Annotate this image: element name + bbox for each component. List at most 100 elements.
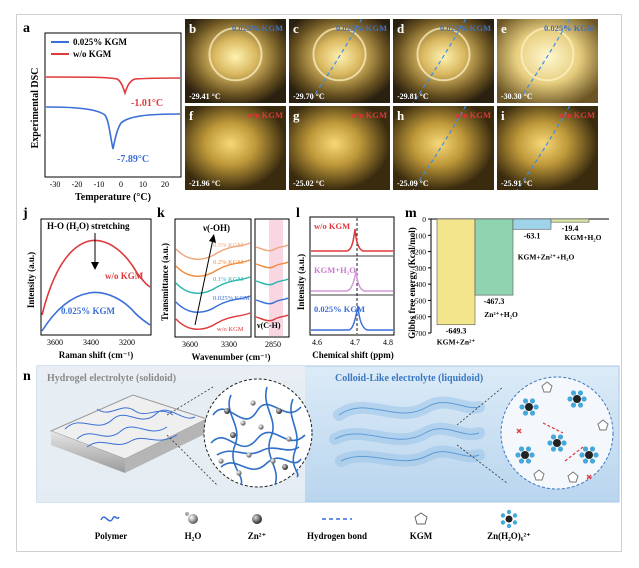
ring-highlight: [312, 27, 367, 82]
colloid-detail: [515, 381, 609, 483]
photo-label: w/o KGM: [247, 110, 283, 120]
photo-temperature: -29.41 °C: [189, 92, 221, 101]
raman-curve-red: [41, 239, 151, 316]
ftir-curve-ch: [255, 261, 289, 269]
x-tick-labels: 3600 3300 2850: [182, 340, 281, 349]
ring-highlight: [208, 27, 263, 82]
y-tick-label: -100: [412, 231, 426, 240]
svg-text:3600: 3600: [47, 338, 63, 347]
plot-frame: [40, 218, 152, 336]
svg-text:-10: -10: [94, 180, 105, 189]
zoom-guide: [456, 444, 508, 484]
photo-image: [289, 19, 390, 103]
y-axis-label: Experimental DSC: [30, 68, 41, 149]
kgm-molecule: [597, 419, 609, 431]
hydrogen-bond: [564, 446, 584, 462]
arrow-head: [209, 234, 216, 243]
water-molecule: [250, 400, 256, 406]
bar: [474, 218, 514, 296]
ftir-curve: [175, 242, 251, 260]
photo-image: [185, 106, 286, 190]
photo-panel-c: c 0.025% KGM -29.70 °C: [289, 18, 390, 104]
polymer-chain: [216, 446, 300, 456]
panel-letter: b: [189, 21, 196, 36]
photo-panel-d: d 0.025% KGM -29.81 °C: [393, 18, 494, 104]
arrow-line: [194, 238, 214, 326]
panel-title: H-O (H₂O) stretching: [47, 221, 130, 231]
legend-label: KGM: [410, 531, 433, 541]
photo-image: [497, 106, 598, 190]
ring-highlight: [520, 27, 575, 82]
svg-text:2850: 2850: [265, 340, 281, 349]
photo-image: [497, 19, 598, 103]
raman-curve-blue: [41, 291, 151, 332]
dsc-curve-red: [45, 76, 181, 96]
panel-letter: g: [293, 108, 300, 123]
cross-mark: [586, 474, 592, 480]
y-tick-label: -400: [412, 280, 426, 289]
bar-label: KGM+Zn²⁺: [437, 338, 475, 347]
y-tick-label: -200: [412, 248, 426, 257]
svg-text:-30: -30: [50, 180, 61, 189]
bar: [512, 218, 552, 230]
y-axis-label: Gibbs free energy (Kcal/mol): [407, 227, 417, 339]
zoom-guide: [166, 386, 214, 416]
series-label: 0.025% KGM: [314, 304, 365, 314]
freezing-front-line: [308, 18, 363, 104]
nmr-curve-blue: [311, 305, 393, 331]
ftir-curve-ch: [255, 278, 289, 286]
zoom-guide: [456, 386, 504, 426]
panel-l: l Intensity (a.u.) w/o KGM KGM+H₂O 0.025…: [296, 206, 395, 360]
x-axis-label: Chemical shift (ppm): [312, 350, 394, 360]
bar-label: KGM+H₂O: [565, 233, 602, 242]
photo-temperature: -25.91 °C: [501, 179, 533, 188]
ftir-curve-ch: [255, 314, 289, 322]
zinc-solvate: [579, 446, 599, 464]
photo-panel-f: f w/o KGM -21.96 °C: [185, 106, 286, 190]
water-molecule: [286, 436, 292, 442]
plot-frame: [309, 216, 395, 336]
x-tick-labels: 3600 3400 3200: [47, 338, 135, 347]
photo-temperature: -25.02 °C: [293, 179, 325, 188]
series-label: 0.025% KGM: [213, 295, 250, 302]
photo-temperature: -25.09 °C: [397, 179, 429, 188]
svg-text:20: 20: [161, 180, 169, 189]
legend-entry: 0.025% KGM: [73, 37, 128, 47]
water-molecule: [236, 470, 242, 476]
legend-label: Polymer: [95, 531, 127, 541]
hydrogen-bond: [542, 422, 564, 434]
plot-frame-left: [174, 218, 252, 338]
water-molecule: [240, 420, 246, 426]
bar-value: -467.3: [484, 297, 505, 306]
svg-text:4.8: 4.8: [383, 338, 393, 347]
panel-letter: m: [405, 206, 417, 221]
nmr-curve-pink: [311, 270, 393, 292]
photo-panel-i: i w/o KGM -25.91 °C: [497, 105, 598, 191]
svg-text:3400: 3400: [83, 338, 99, 347]
water-icon: [188, 514, 198, 524]
panel-j: j Intensity (a.u.) H-O (H₂O) stretching …: [22, 206, 152, 360]
water-molecule: [246, 452, 252, 458]
legend-label: Hydrogen bond: [307, 531, 367, 541]
zinc-solvate-icon: [500, 509, 518, 529]
series-label: w/o KGM: [314, 221, 350, 231]
y-tick-label: -700: [412, 329, 426, 338]
panel-letter: j: [22, 206, 28, 221]
series-label: 0.1% KGM: [213, 276, 244, 283]
ftir-curve-ch: [255, 297, 289, 305]
svg-text:4.6: 4.6: [312, 338, 322, 347]
panel-letter: d: [397, 21, 405, 36]
freezing-front-line: [516, 105, 571, 191]
schematic-legend: Polymer H₂O Zn²⁺ Hydrogen bond KGM Zn(H₂…: [95, 509, 531, 541]
x-axis-label: Wavenumber (cm⁻¹): [191, 352, 270, 362]
svg-text:-20: -20: [72, 180, 83, 189]
ch-label: ν(C-H): [256, 321, 281, 330]
bar-value: -649.3: [446, 327, 467, 336]
panel-letter: k: [157, 206, 165, 221]
zinc-ion: [224, 408, 230, 414]
polymer-chain: [290, 398, 299, 478]
photo-image: [393, 106, 494, 190]
photo-panel-e: e 0.025% KGM -30.30 °C: [497, 18, 598, 104]
freezing-front-line: [412, 105, 467, 191]
kgm-molecule: [541, 381, 553, 393]
